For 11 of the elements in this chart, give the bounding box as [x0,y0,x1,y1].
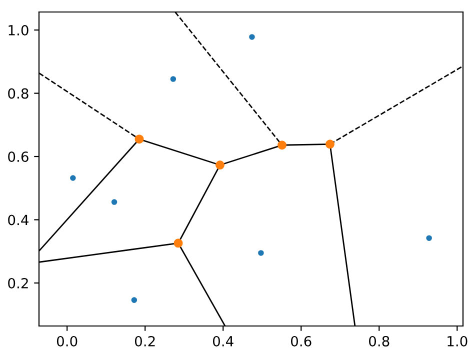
y-tick-label: 0.4 [8,214,28,226]
x-tick-label: 1.0 [448,336,468,346]
y-tick-label: 0.8 [8,88,28,99]
y-tick-label: 0.6 [8,151,28,162]
y-tick-label: 0.2 [8,278,28,288]
x-tick-label: 0.4 [212,336,234,346]
x-tick-label: 0.0 [56,336,78,346]
x-tick-label: 0.6 [290,336,312,346]
y-tick-label: 1.0 [8,24,28,36]
x-tick-label: 0.8 [369,336,390,346]
x-tick-label: 0.2 [134,336,155,346]
